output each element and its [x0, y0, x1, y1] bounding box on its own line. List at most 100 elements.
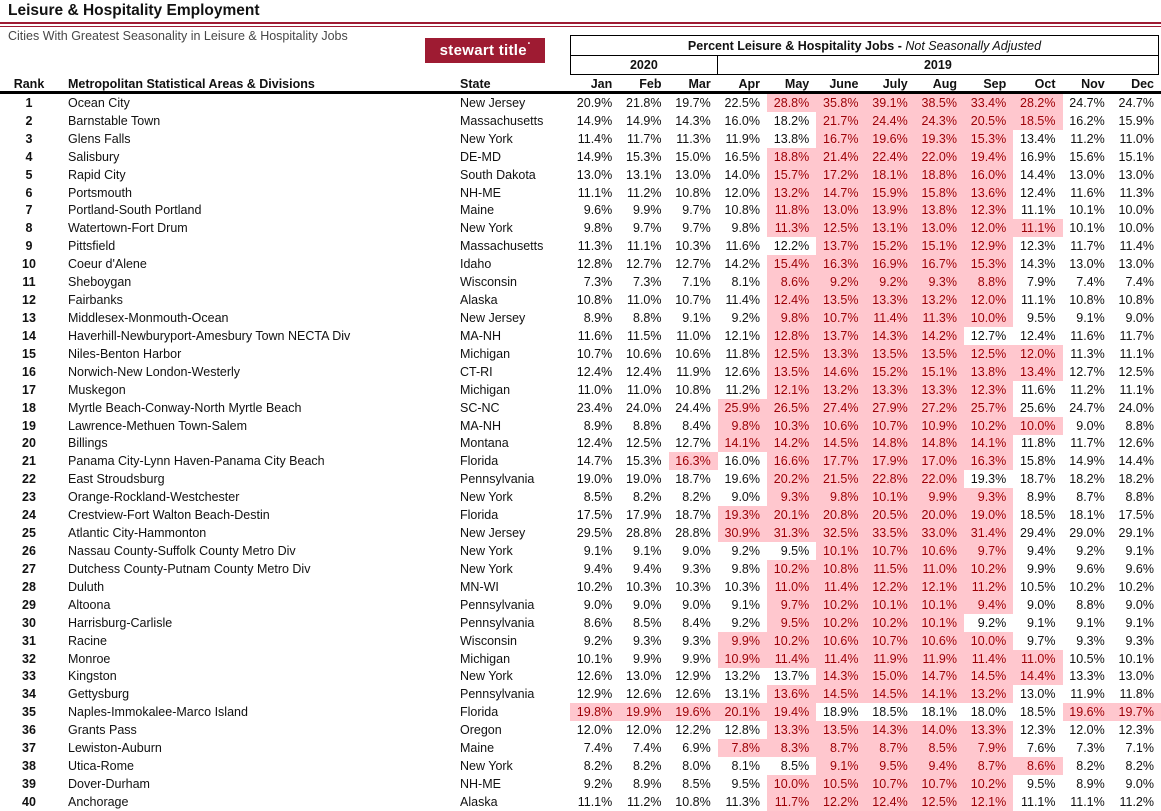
month-value-cell: 12.1%: [964, 792, 1014, 811]
month-value-cell: 17.5%: [1118, 508, 1154, 523]
month-value-cell: 11.0%: [1013, 649, 1063, 668]
month-value-cell: 19.6%: [865, 129, 915, 148]
month-value-cell: 20.5%: [964, 111, 1014, 130]
month-value-cell: 9.4%: [914, 757, 964, 776]
month-value-cell: 12.7%: [970, 328, 1007, 343]
month-value-cell: 12.5%: [626, 436, 662, 451]
month-value-cell: 9.7%: [633, 221, 662, 236]
month-value-cell: 13.7%: [816, 237, 866, 256]
rank-cell: 18: [22, 400, 36, 415]
month-value-cell: 13.5%: [816, 291, 866, 310]
rank-cell: 12: [22, 293, 36, 308]
month-value-cell: 12.5%: [914, 792, 964, 811]
month-value-cell: 19.9%: [619, 703, 669, 722]
month-value-cell: 14.8%: [865, 434, 915, 453]
month-value-cell: 11.4%: [1119, 239, 1154, 254]
column-header-row: Rank Metropolitan Statistical Areas & Di…: [0, 73, 1161, 91]
year-header-row: 2020 2019: [570, 56, 1159, 75]
rank-cell: 13: [22, 311, 36, 326]
month-value-cell: 12.9%: [675, 669, 711, 684]
month-value-cell: 13.5%: [767, 362, 817, 381]
month-value-cell: 11.1%: [577, 185, 613, 200]
rank-cell: 5: [25, 167, 33, 182]
month-value-cell: 9.7%: [682, 221, 711, 236]
state-cell: Maine: [460, 741, 495, 756]
month-value-cell: 14.3%: [675, 113, 711, 128]
msa-cell: Salisbury: [68, 149, 120, 164]
month-value-cell: 11.3%: [1119, 185, 1154, 200]
month-value-cell: 9.2%: [731, 615, 761, 630]
month-value-cell: 10.1%: [914, 613, 964, 632]
month-value-cell: 9.5%: [731, 776, 761, 791]
month-value-cell: 14.1%: [914, 685, 964, 704]
month-value-cell: 11.3%: [1070, 346, 1105, 361]
month-value-cell: 12.7%: [626, 257, 662, 272]
month-value-cell: 11.6%: [1070, 328, 1105, 343]
month-value-cell: 10.3%: [724, 579, 760, 594]
month-value-cell: 13.0%: [1118, 257, 1154, 272]
table-row: 6 Portsmouth NH-ME 11.1% 11.2% 10.8% 12.0% 13.2…: [0, 183, 1161, 202]
month-value-cell: 9.3%: [682, 633, 711, 648]
month-value-cell: 19.6%: [1062, 703, 1112, 722]
month-value-cell: 31.4%: [964, 524, 1014, 543]
month-value-cell: 20.5%: [865, 506, 915, 525]
table-row: 19 Lawrence-Methuen Town-Salem MA-NH 8.9% 8.…: [0, 416, 1161, 435]
page-title: Leisure & Hospitality Employment: [8, 2, 260, 19]
month-value-cell: 11.9%: [725, 131, 760, 146]
state-cell: New York: [460, 759, 513, 774]
month-value-cell: 14.1%: [717, 434, 767, 453]
month-value-cell: 11.0%: [626, 293, 662, 308]
month-value-cell: 13.2%: [724, 669, 760, 684]
month-value-cell: 8.6%: [583, 615, 613, 630]
month-value-cell: 10.8%: [675, 794, 711, 809]
month-value-cell: 9.1%: [1076, 615, 1105, 630]
month-value-cell: 10.7%: [675, 293, 711, 308]
month-value-cell: 14.3%: [865, 721, 915, 740]
month-value-cell: 9.9%: [717, 631, 767, 650]
msa-cell: Kingston: [68, 669, 117, 684]
month-value-cell: 7.4%: [1125, 275, 1155, 290]
month-value-cell: 10.1%: [914, 595, 964, 614]
msa-cell: Gettysburg: [68, 687, 130, 702]
month-value-cell: 12.0%: [1013, 344, 1063, 363]
month-value-cell: 11.4%: [964, 649, 1014, 668]
month-value-cell: 18.5%: [1013, 111, 1063, 130]
month-value-cell: 13.0%: [675, 167, 711, 182]
month-value-cell: 9.3%: [682, 561, 711, 576]
month-value-cell: 12.0%: [964, 291, 1014, 310]
month-value-cell: 9.8%: [717, 416, 767, 435]
month-value-cell: 11.2%: [1070, 382, 1105, 397]
month-value-cell: 19.4%: [964, 147, 1014, 166]
month-value-cell: 12.3%: [1118, 723, 1154, 738]
month-value-cell: 13.1%: [724, 687, 760, 702]
month-value-cell: 19.3%: [717, 506, 767, 525]
state-cell: South Dakota: [460, 167, 536, 182]
month-value-cell: 8.0%: [682, 759, 711, 774]
msa-cell: Portsmouth: [68, 185, 132, 200]
month-value-cell: 10.2%: [964, 559, 1014, 578]
month-value-cell: 39.1%: [865, 94, 915, 112]
month-value-cell: 14.9%: [576, 149, 613, 164]
month-value-cell: 10.0%: [964, 309, 1014, 327]
month-value-cell: 13.6%: [964, 183, 1014, 202]
month-value-cell: 11.7%: [1119, 328, 1154, 343]
month-value-cell: 31.3%: [767, 524, 817, 543]
state-cell: MA-NH: [460, 418, 501, 433]
msa-cell: Glens Falls: [68, 131, 131, 146]
month-value-cell: 10.7%: [816, 309, 866, 327]
month-value-cell: 19.4%: [767, 703, 817, 722]
rank-column-header: Rank: [13, 77, 45, 91]
month-value-cell: 8.2%: [1076, 759, 1105, 774]
month-value-cell: 21.4%: [816, 147, 866, 166]
rank-cell: 36: [22, 723, 36, 738]
state-cell: Wisconsin: [460, 275, 517, 290]
msa-cell: Nassau County-Suffolk County Metro Div: [68, 544, 296, 558]
table-row: 34 Gettysburg Pennsylvania 12.9% 12.6% 12.6% 1…: [0, 685, 1161, 704]
state-cell: Pennsylvania: [460, 687, 535, 702]
month-value-cell: 25.9%: [717, 398, 767, 417]
month-value-cell: 14.5%: [816, 434, 866, 453]
month-value-cell: 18.9%: [823, 705, 859, 720]
month-column-header-apr: Apr: [738, 77, 760, 91]
month-value-cell: 11.3%: [725, 794, 760, 809]
month-value-cell: 7.8%: [717, 739, 767, 758]
